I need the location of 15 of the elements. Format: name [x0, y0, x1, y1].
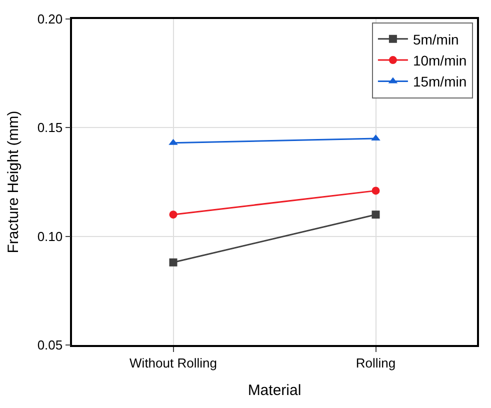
legend-label: 5m/min — [412, 31, 459, 48]
legend-label: 10m/min — [412, 52, 467, 69]
y-tick-label: 0.10 — [37, 228, 63, 244]
y-tick-label: 0.05 — [37, 338, 63, 353]
x-axis-title: Material — [248, 382, 302, 399]
point — [169, 210, 178, 219]
point — [372, 186, 380, 195]
x-tick-label: Rolling — [356, 355, 396, 370]
x-tick-label: Without Rolling — [130, 355, 217, 370]
y-tick-label: 0.15 — [37, 120, 63, 136]
y-axis-title: Fracture Height (mm) — [5, 110, 22, 254]
point — [372, 210, 380, 219]
y-tick-label: 0.20 — [37, 12, 63, 27]
legend-label: 15m/min — [412, 74, 467, 90]
point — [169, 258, 178, 266]
